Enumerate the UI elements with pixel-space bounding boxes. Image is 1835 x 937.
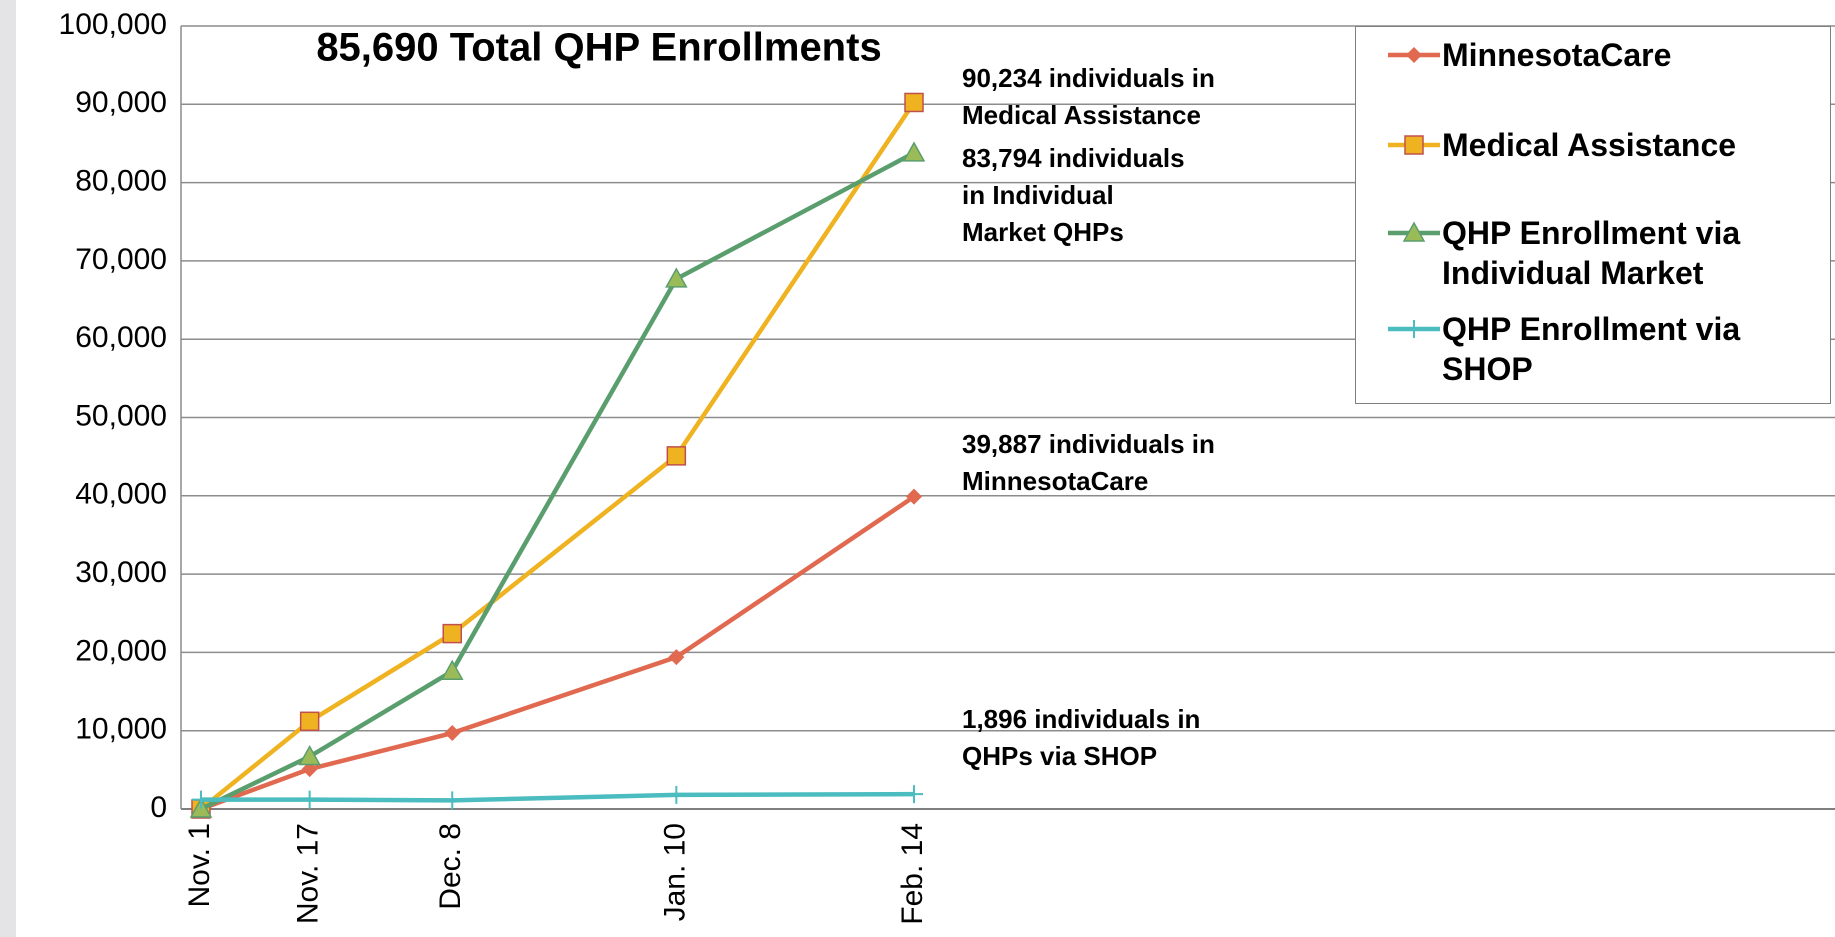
y-tick-label: 90,000 bbox=[75, 86, 167, 119]
marker bbox=[300, 790, 319, 809]
marker bbox=[904, 92, 924, 113]
annotation: in Individual bbox=[962, 180, 1114, 210]
y-tick-label: 80,000 bbox=[75, 165, 167, 198]
marker bbox=[902, 141, 926, 162]
legend-item: QHP Enrollment via SHOP bbox=[1386, 309, 1812, 389]
legend-marker bbox=[1404, 135, 1424, 155]
legend-item: Medical Assistance bbox=[1386, 125, 1812, 165]
legend-label: MinnesotaCare bbox=[1442, 37, 1672, 73]
x-tick-label: Dec. 8 bbox=[434, 823, 467, 910]
legend-swatch bbox=[1388, 320, 1440, 338]
annotation: 90,234 individuals in bbox=[962, 63, 1215, 93]
legend-marker bbox=[1405, 320, 1423, 338]
marker bbox=[298, 744, 321, 766]
y-tick-label: 60,000 bbox=[75, 321, 167, 354]
legend-label: QHP Enrollment via Individual Market bbox=[1442, 215, 1741, 291]
marker bbox=[906, 488, 922, 505]
y-tick-label: 0 bbox=[150, 791, 167, 824]
legend-marker bbox=[1406, 47, 1422, 63]
x-tick-label: Nov. 17 bbox=[292, 823, 325, 924]
y-tick-label: 100,000 bbox=[59, 8, 167, 41]
marker bbox=[665, 267, 688, 288]
marker bbox=[666, 446, 687, 466]
marker bbox=[442, 623, 462, 644]
marker bbox=[440, 659, 464, 680]
legend-item: QHP Enrollment via Individual Market bbox=[1386, 213, 1812, 293]
marker bbox=[668, 649, 685, 666]
y-tick-label: 40,000 bbox=[75, 478, 167, 511]
legend-swatch bbox=[1388, 47, 1440, 63]
marker bbox=[192, 790, 210, 809]
y-tick-label: 10,000 bbox=[75, 713, 167, 746]
series-line bbox=[200, 150, 916, 812]
y-tick-label: 20,000 bbox=[75, 634, 167, 667]
annotation: Market QHPs bbox=[962, 217, 1124, 247]
chart-title: 85,690 Total QHP Enrollments bbox=[316, 26, 881, 70]
legend-label: QHP Enrollment via SHOP bbox=[1442, 311, 1741, 387]
annotation: 1,896 individuals in bbox=[962, 704, 1200, 734]
x-tick-label: Feb. 14 bbox=[896, 823, 929, 925]
annotation: MinnesotaCare bbox=[962, 466, 1148, 496]
marker bbox=[299, 711, 320, 732]
annotation: QHPs via SHOP bbox=[962, 741, 1157, 771]
legend-swatch bbox=[1388, 221, 1440, 242]
y-tick-label: 50,000 bbox=[75, 399, 167, 432]
legend-label: Medical Assistance bbox=[1442, 127, 1737, 163]
side-strip bbox=[0, 0, 16, 937]
marker bbox=[444, 725, 461, 742]
legend: MinnesotaCare Medical Assistance QHP Enrol… bbox=[1355, 26, 1831, 404]
marker bbox=[905, 785, 923, 804]
x-tick-label: Nov. 1 bbox=[183, 823, 216, 907]
marker bbox=[667, 785, 686, 804]
legend-swatch bbox=[1388, 135, 1440, 155]
legend-item: MinnesotaCare bbox=[1386, 35, 1812, 75]
x-tick-label: Jan. 10 bbox=[658, 823, 691, 921]
marker bbox=[443, 791, 462, 810]
y-tick-label: 70,000 bbox=[75, 243, 167, 276]
annotation: 83,794 individuals bbox=[962, 143, 1185, 173]
y-tick-label: 30,000 bbox=[75, 556, 167, 589]
annotation: Medical Assistance bbox=[962, 100, 1201, 130]
legend-marker bbox=[1402, 221, 1426, 242]
annotation: 39,887 individuals in bbox=[962, 429, 1215, 459]
